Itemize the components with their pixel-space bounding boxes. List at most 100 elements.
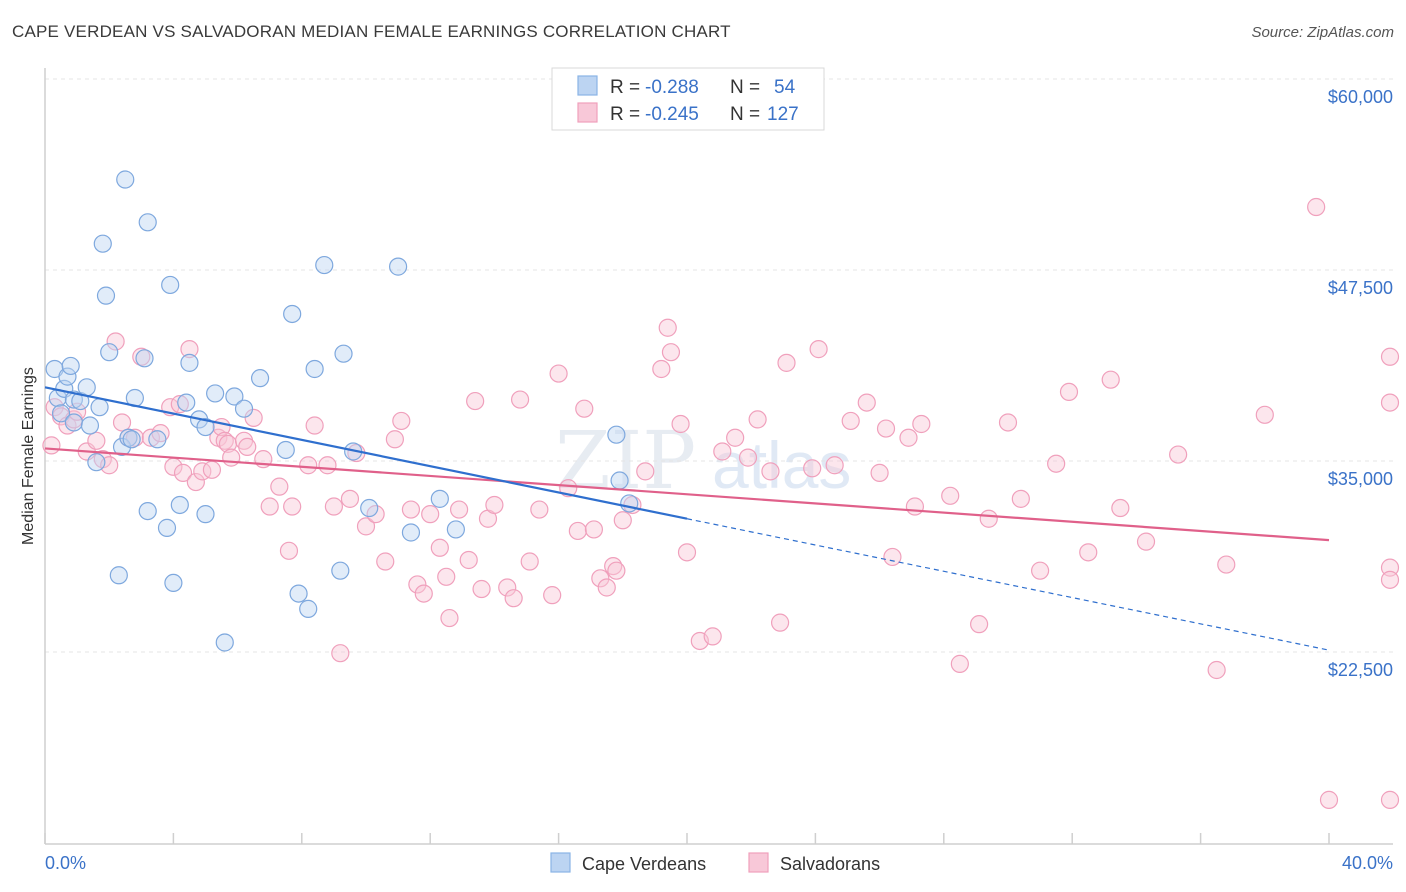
salvadoran-point	[408, 575, 427, 594]
cape-verdeans-points	[45, 170, 639, 652]
salvadoran-point	[970, 615, 989, 634]
salvadoran-point	[677, 543, 697, 562]
cape-verdean-point	[64, 413, 83, 432]
salvadoran-point	[1380, 347, 1400, 366]
salvadoran-point	[671, 414, 690, 434]
salvadoran-point	[1011, 489, 1030, 508]
legend-r-value-1: -0.288	[645, 77, 699, 98]
salvadoran-point	[941, 486, 960, 505]
cape-verdean-point	[234, 399, 254, 418]
cape-verdean-point	[96, 286, 116, 305]
salvadoran-point	[1217, 555, 1236, 574]
salvadoran-point	[222, 448, 241, 467]
cape-verdean-point	[196, 417, 215, 437]
cape-verdean-point	[61, 356, 80, 376]
salvadoran-point	[180, 340, 199, 359]
cape-verdean-point	[93, 234, 112, 253]
bottom-legend: Cape Verdeans Salvadorans	[550, 852, 880, 874]
legend-swatch-pink	[577, 102, 598, 123]
legend-r-value-2: -0.245	[645, 104, 699, 125]
salvadoran-point	[385, 430, 404, 449]
trend-lines	[44, 386, 1330, 651]
salvadoran-point	[141, 428, 161, 447]
cape-verdean-point	[138, 501, 157, 521]
salvadoran-point	[449, 500, 469, 519]
salvadoran-point	[549, 364, 568, 383]
salvadoran-point	[440, 608, 459, 628]
salvadoran-point	[1380, 570, 1400, 589]
salvadoran-point	[186, 472, 205, 492]
cape-verdean-point	[276, 440, 295, 460]
salvadoran-point	[472, 579, 491, 599]
salvadorans-points	[42, 197, 1400, 809]
cape-verdean-point	[180, 353, 199, 372]
cape-verdean-point	[135, 349, 154, 368]
salvadoran-point	[498, 578, 517, 597]
salvadoran-point	[459, 550, 478, 570]
cape-verdean-point	[299, 599, 318, 618]
salvadoran-point	[520, 552, 539, 571]
salvadoran-point	[825, 456, 844, 475]
bottom-legend-label-salvadorans: Salvadorans	[780, 854, 880, 874]
salvadoran-point	[340, 489, 360, 508]
salvadoran-point	[1059, 382, 1079, 402]
bottom-legend-swatch-pink	[748, 852, 769, 873]
cape-verdean-point	[164, 573, 183, 593]
salvadoran-point	[559, 479, 578, 498]
salvadoran-point	[430, 538, 449, 557]
salvadoran-point	[1047, 454, 1066, 473]
legend-swatch-blue	[577, 75, 598, 96]
salvadoran-point	[485, 495, 504, 515]
salvadoran-point	[106, 332, 125, 351]
y-tick-label: $47,500	[1328, 278, 1393, 298]
gridlines	[45, 78, 1393, 653]
salvadoran-point	[809, 340, 828, 359]
salvadoran-point	[857, 393, 876, 412]
salvadoran-point	[912, 414, 931, 434]
salvadoran-point	[568, 521, 587, 541]
salvadoran-point	[401, 500, 421, 519]
salvadoran-point	[1079, 543, 1098, 562]
salvadoran-point	[870, 463, 889, 482]
cape-verdean-point	[225, 387, 244, 406]
salvadoran-point	[510, 390, 530, 409]
salvadoran-point	[950, 654, 969, 673]
salvadoran-point	[504, 589, 523, 608]
cape-verdean-point	[446, 520, 465, 539]
salvadoran-point	[414, 584, 433, 603]
legend-r-label-1: R =	[610, 77, 640, 98]
salvadoran-point	[1111, 498, 1130, 518]
salvadoran-point	[1207, 660, 1226, 680]
salvadoran-point	[661, 343, 681, 362]
salvadoran-point	[703, 627, 722, 646]
cape-verdean-point	[360, 498, 379, 518]
salvadoran-point	[1030, 561, 1050, 580]
salvadoran-point	[591, 569, 610, 588]
salvadoran-point	[318, 456, 337, 475]
cape-verdean-point	[215, 633, 234, 652]
source-label: Source: ZipAtlas.com	[1251, 24, 1394, 41]
salvadoran-point	[437, 567, 456, 586]
watermark: ZIP atlas	[555, 414, 851, 507]
cape-verdean-point	[177, 393, 196, 412]
salvadoran-point	[636, 462, 655, 481]
salvadoran-point	[777, 353, 796, 372]
cape-verdean-point	[122, 430, 141, 449]
salvadoran-point	[170, 395, 189, 414]
salvadoran-point	[803, 459, 822, 478]
cape-verdean-point	[51, 404, 71, 423]
salvadoran-point	[761, 462, 780, 481]
cape-verdean-point	[109, 566, 128, 585]
salvadoran-point	[87, 431, 106, 450]
salvadoran-point	[421, 505, 440, 524]
legend: R = -0.288 N = 54 R = -0.245 N = 127	[551, 67, 825, 131]
salvadoran-point	[1319, 790, 1339, 809]
salvadoran-point	[466, 391, 485, 411]
salvadoran-point	[1380, 393, 1400, 412]
cape-verdean-point	[116, 170, 135, 189]
salvadoran-point	[42, 436, 61, 455]
salvadoran-point	[324, 497, 343, 516]
cape-verdean-point	[289, 584, 308, 603]
salvadoran-point	[193, 462, 212, 481]
